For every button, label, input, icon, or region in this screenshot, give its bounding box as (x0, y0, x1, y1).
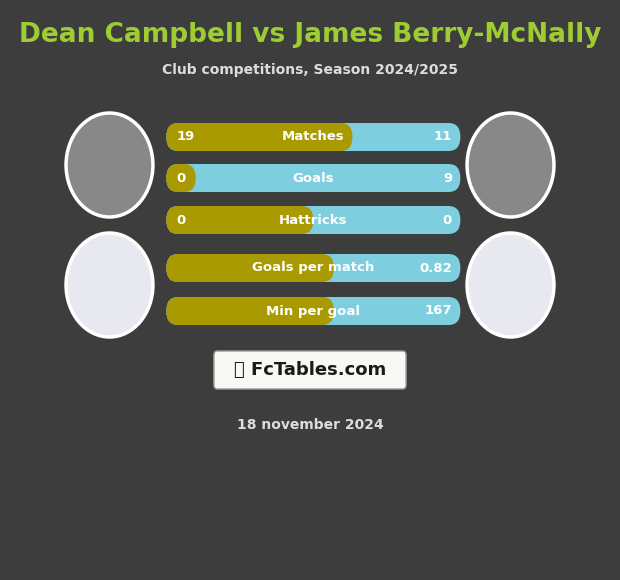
FancyBboxPatch shape (166, 297, 334, 325)
Text: 0: 0 (443, 213, 452, 227)
Circle shape (467, 233, 554, 337)
FancyBboxPatch shape (166, 254, 334, 282)
Circle shape (467, 113, 554, 217)
Text: Matches: Matches (282, 130, 345, 143)
FancyBboxPatch shape (166, 206, 313, 234)
Text: Dean Campbell vs James Berry-McNally: Dean Campbell vs James Berry-McNally (19, 22, 601, 48)
Text: 11: 11 (434, 130, 452, 143)
Text: Min per goal: Min per goal (267, 304, 360, 317)
Text: 0: 0 (176, 172, 185, 184)
Text: 19: 19 (176, 130, 195, 143)
Circle shape (66, 113, 153, 217)
Text: 18 november 2024: 18 november 2024 (237, 418, 383, 432)
Circle shape (66, 233, 153, 337)
FancyBboxPatch shape (166, 206, 461, 234)
Text: Goals: Goals (293, 172, 334, 184)
FancyBboxPatch shape (214, 351, 406, 389)
Text: 📊 FcTables.com: 📊 FcTables.com (234, 361, 386, 379)
FancyBboxPatch shape (166, 123, 352, 151)
Text: 167: 167 (425, 304, 452, 317)
FancyBboxPatch shape (166, 254, 461, 282)
FancyBboxPatch shape (166, 164, 196, 192)
Text: 9: 9 (443, 172, 452, 184)
FancyBboxPatch shape (166, 297, 461, 325)
FancyBboxPatch shape (166, 164, 461, 192)
Text: Goals per match: Goals per match (252, 262, 374, 274)
Text: Club competitions, Season 2024/2025: Club competitions, Season 2024/2025 (162, 63, 458, 77)
Text: Hattricks: Hattricks (279, 213, 348, 227)
Text: 0.82: 0.82 (419, 262, 452, 274)
FancyBboxPatch shape (166, 123, 461, 151)
Text: 0: 0 (176, 213, 185, 227)
